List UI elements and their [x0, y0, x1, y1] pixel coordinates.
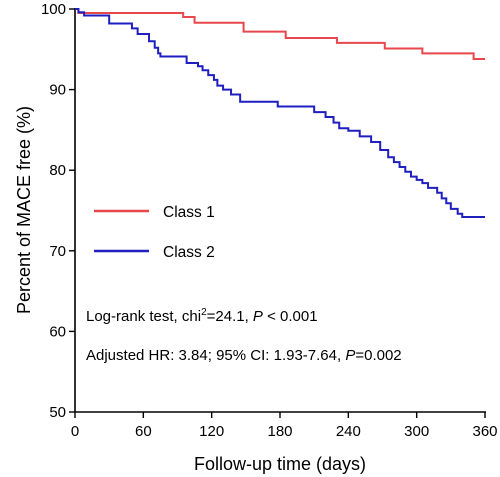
logrank-annotation: Log-rank test, chi2=24.1, P < 0.001: [86, 307, 318, 325]
series-layer: [75, 8, 485, 218]
legend-label-class-2: Class 2: [163, 244, 215, 261]
x-tick-label: 360: [472, 423, 497, 440]
x-axis-title: Follow-up time (days): [194, 454, 366, 474]
hr-p-label: P: [345, 347, 355, 364]
x-tick-label: 0: [71, 423, 79, 440]
series-line-class-2: [75, 8, 485, 218]
axes: 50 60 70 80 90 100 0 60 120 180 240 300 360: [41, 1, 498, 440]
y-axis-title: Percent of MACE free (%): [14, 106, 34, 314]
logrank-p-label: P: [253, 308, 263, 325]
x-tick-label: 180: [267, 423, 292, 440]
y-tick-label: 90: [49, 82, 66, 99]
y-tick-label: 70: [49, 243, 66, 260]
y-tick-label: 80: [49, 162, 66, 179]
y-tick-label: 100: [41, 1, 66, 18]
y-tick-label: 60: [49, 323, 66, 340]
x-tick-label: 120: [199, 423, 224, 440]
logrank-prefix: Log-rank test, chi: [86, 308, 201, 325]
legend-label-class-1: Class 1: [163, 204, 215, 221]
x-tick-label: 60: [135, 423, 152, 440]
hr-p-value: =0.002: [355, 347, 401, 364]
logrank-p-value: < 0.001: [263, 308, 318, 325]
series-line-class-1: [75, 8, 485, 60]
y-tick-label: 50: [49, 404, 66, 421]
logrank-superscript: 2: [201, 307, 207, 318]
legend: Class 1 Class 2: [94, 204, 215, 261]
x-tick-label: 300: [404, 423, 429, 440]
logrank-stat: =24.1,: [207, 308, 253, 325]
hr-prefix: Adjusted HR: 3.84; 95% CI: 1.93-7.64,: [86, 347, 345, 364]
hr-annotation: Adjusted HR: 3.84; 95% CI: 1.93-7.64, P=…: [86, 347, 402, 364]
x-tick-label: 240: [336, 423, 361, 440]
